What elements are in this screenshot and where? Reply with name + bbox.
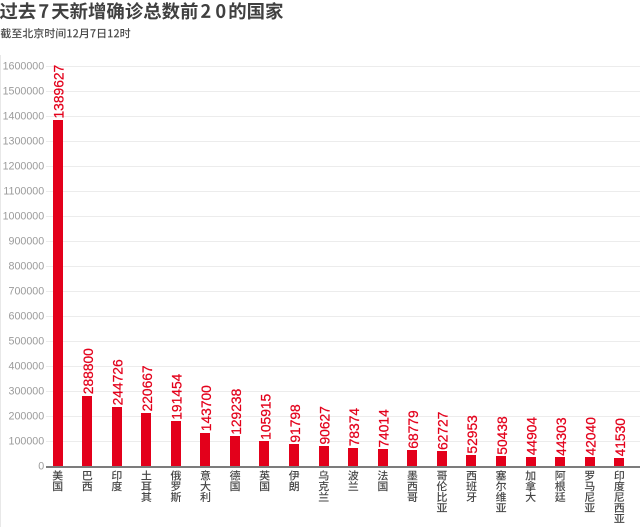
svg-text:1500000: 1500000 [3, 86, 45, 98]
svg-text:1100000: 1100000 [3, 186, 44, 198]
svg-text:288800: 288800 [81, 348, 96, 394]
svg-text:300000: 300000 [9, 386, 45, 398]
svg-text:90627: 90627 [317, 406, 332, 444]
svg-text:200000: 200000 [9, 411, 45, 423]
svg-text:62727: 62727 [436, 412, 451, 450]
svg-text:700000: 700000 [9, 286, 45, 298]
svg-text:1600000: 1600000 [3, 61, 45, 73]
svg-text:900000: 900000 [9, 236, 45, 248]
svg-text:41530: 41530 [613, 418, 628, 457]
svg-text:400000: 400000 [9, 361, 45, 373]
svg-text:600000: 600000 [9, 311, 45, 323]
svg-text:129238: 129238 [229, 388, 244, 434]
svg-text:1389627: 1389627 [51, 65, 66, 119]
svg-text:1400000: 1400000 [3, 111, 45, 123]
svg-text:0: 0 [38, 461, 44, 473]
svg-text:1300000: 1300000 [3, 136, 45, 148]
svg-text:244726: 244726 [111, 359, 126, 405]
svg-text:42040: 42040 [583, 417, 598, 456]
svg-text:44904: 44904 [524, 417, 539, 456]
svg-text:1000000: 1000000 [3, 211, 45, 223]
svg-text:44303: 44303 [554, 417, 569, 456]
svg-text:50438: 50438 [495, 416, 510, 455]
svg-text:91798: 91798 [288, 404, 303, 443]
svg-text:78374: 78374 [347, 408, 362, 447]
svg-text:143700: 143700 [199, 385, 214, 431]
svg-text:500000: 500000 [9, 336, 45, 348]
svg-text:800000: 800000 [9, 261, 45, 273]
svg-text:105915: 105915 [258, 393, 273, 439]
svg-text:220667: 220667 [140, 365, 155, 411]
svg-text:1200000: 1200000 [3, 161, 45, 173]
svg-text:68779: 68779 [406, 410, 421, 449]
svg-text:100000: 100000 [9, 436, 45, 448]
svg-text:191454: 191454 [170, 373, 185, 419]
svg-text:74014: 74014 [377, 409, 392, 448]
svg-text:52953: 52953 [465, 415, 480, 454]
